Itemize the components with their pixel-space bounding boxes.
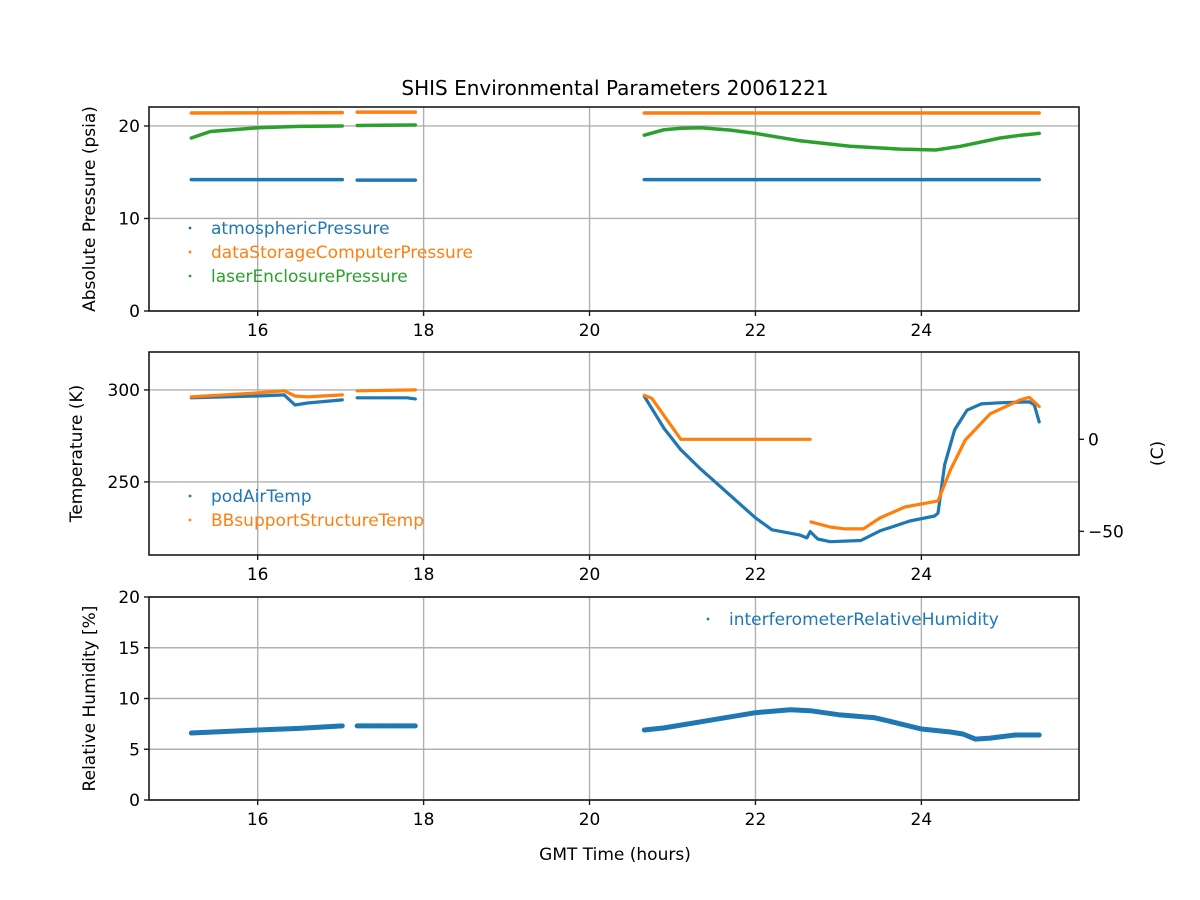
x-tick-label: 18: [413, 565, 435, 585]
x-tick-label: 18: [413, 321, 435, 341]
y-tick-label: 300: [108, 381, 140, 401]
series-segment: [355, 123, 418, 128]
series-interferometerRelativeHumidity: [188, 707, 1042, 742]
legend-marker: [188, 274, 192, 278]
series-laserEnclosurePressure: [189, 123, 1041, 152]
series-BBsupportStructureTemp: [189, 388, 1041, 531]
axes-frame: [148, 351, 1080, 556]
chart-title: SHIS Environmental Parameters 20061221: [401, 76, 828, 100]
panels: 16 18 20 22 24 0 10 20 Absolute Pressure (psia) a…: [67, 106, 1168, 830]
y-tick-label: 10: [118, 690, 140, 710]
x-tick-label: 24: [911, 321, 933, 341]
x-tick-label: 24: [911, 565, 933, 585]
y-tick-label: 250: [108, 473, 140, 493]
legend-marker: [188, 494, 192, 498]
panel-pressure: 16 18 20 22 24 0 10 20 Absolute Pressure (psia) a…: [80, 106, 1080, 341]
y-axis-label: Temperature (K): [67, 385, 87, 524]
series-segment: [809, 395, 1041, 531]
y-tick-label: 20: [118, 588, 140, 608]
secondary-y-tick-label: −50: [1088, 522, 1124, 542]
y-tick-label: 0: [129, 791, 140, 811]
series-segment: [642, 126, 1041, 152]
legend-entry: laserEnclosurePressure: [211, 267, 408, 287]
legend-entry: dataStorageComputerPressure: [211, 243, 473, 263]
y-tick-label: 20: [118, 117, 140, 137]
series-podAirTemp: [189, 393, 1041, 544]
secondary-y-axis-label: (C): [1148, 441, 1168, 466]
secondary-y-tick-label: 0: [1088, 430, 1099, 450]
series-segment: [189, 393, 344, 407]
legend: atmosphericPressure dataStorageComputerPr…: [188, 219, 473, 287]
x-tick-label: 22: [745, 321, 767, 341]
y-axis-label: Relative Humidity [%]: [80, 606, 100, 792]
legend-entry: atmosphericPressure: [211, 219, 390, 239]
x-tick-label: 16: [247, 321, 269, 341]
x-axis-label: GMT Time (hours): [539, 845, 691, 865]
x-tick-label: 16: [247, 810, 269, 830]
panel-humidity: 16 18 20 22 24 0 5 10 15 20 Relative Humidity [%] i…: [80, 588, 1080, 830]
legend: podAirTemp BBsupportStructureTemp: [188, 487, 424, 531]
panel-temperature: 16 18 20 22 24 250 300 Temperature (K) 0 −50 (C) po…: [67, 351, 1168, 585]
axes-frame: [148, 106, 1080, 312]
x-tick-label: 22: [745, 810, 767, 830]
legend-marker: [188, 518, 192, 522]
series-segment: [641, 707, 1042, 742]
legend-marker: [188, 226, 192, 230]
y-tick-label: 15: [118, 639, 140, 659]
legend-marker: [188, 250, 192, 254]
y-axis-label: Absolute Pressure (psia): [80, 106, 100, 312]
x-tick-label: 20: [579, 321, 601, 341]
x-tick-label: 22: [745, 565, 767, 585]
legend-entry: podAirTemp: [211, 487, 312, 507]
x-tick-label: 16: [247, 565, 269, 585]
y-tick-label: 0: [129, 302, 140, 322]
series-segment: [355, 396, 417, 401]
legend: interferometerRelativeHumidity: [706, 610, 999, 630]
legend-marker: [706, 617, 710, 621]
x-tick-label: 24: [911, 810, 933, 830]
series-dataStorageComputerPressure: [189, 110, 1041, 115]
series-atmosphericPressure: [189, 177, 1041, 182]
y-tick-label: 10: [118, 209, 140, 229]
series-segment: [642, 394, 1041, 544]
series-segment: [189, 124, 345, 140]
series-segment: [188, 723, 345, 736]
legend-entry: BBsupportStructureTemp: [211, 511, 424, 531]
series-segment: [642, 393, 812, 441]
x-tick-label: 18: [413, 810, 435, 830]
y-tick-label: 5: [129, 740, 140, 760]
series-segment: [189, 389, 344, 399]
x-tick-label: 20: [579, 565, 601, 585]
legend-entry: interferometerRelativeHumidity: [729, 610, 999, 630]
series-segment: [355, 388, 417, 393]
x-tick-label: 20: [579, 810, 601, 830]
